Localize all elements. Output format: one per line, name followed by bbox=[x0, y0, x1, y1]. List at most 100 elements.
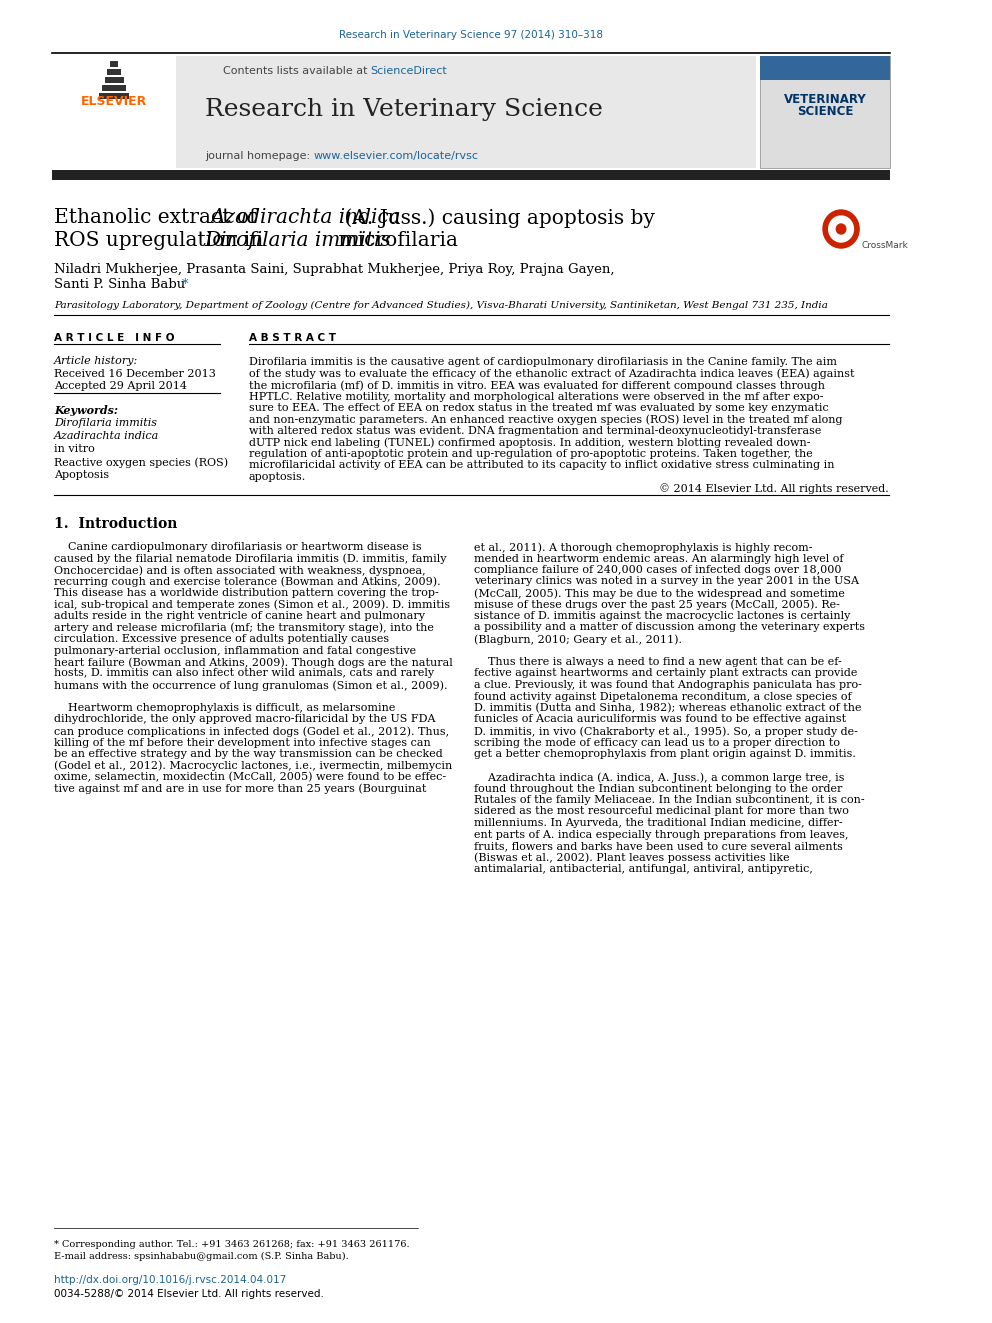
Text: HPTLC. Relative motility, mortality and morphological alterations were observed : HPTLC. Relative motility, mortality and … bbox=[249, 392, 823, 401]
Text: Onchocercidae) and is often associated with weakness, dyspnoea,: Onchocercidae) and is often associated w… bbox=[55, 565, 426, 576]
Text: found throughout the Indian subcontinent belonging to the order: found throughout the Indian subcontinent… bbox=[474, 783, 842, 794]
Text: www.elsevier.com/locate/rvsc: www.elsevier.com/locate/rvsc bbox=[313, 151, 478, 161]
Text: (Biswas et al., 2002). Plant leaves possess activities like: (Biswas et al., 2002). Plant leaves poss… bbox=[474, 852, 790, 863]
Text: microfilaricidal activity of EEA can be attributed to its capacity to inflict ox: microfilaricidal activity of EEA can be … bbox=[249, 460, 834, 471]
Text: 1.  Introduction: 1. Introduction bbox=[55, 517, 178, 531]
Text: found activity against Dipetalonema reconditum, a close species of: found activity against Dipetalonema reco… bbox=[474, 692, 852, 701]
FancyBboxPatch shape bbox=[760, 56, 891, 168]
Text: sidered as the most resourceful medicinal plant for more than two: sidered as the most resourceful medicina… bbox=[474, 807, 849, 816]
Text: funicles of Acacia auriculiformis was found to be effective against: funicles of Acacia auriculiformis was fo… bbox=[474, 714, 846, 725]
Text: sistance of D. immitis against the macrocyclic lactones is certainly: sistance of D. immitis against the macro… bbox=[474, 611, 850, 620]
Text: compliance failure of 240,000 cases of infected dogs over 18,000: compliance failure of 240,000 cases of i… bbox=[474, 565, 842, 576]
Text: ROS upregulation in: ROS upregulation in bbox=[55, 232, 270, 250]
Text: Santi P. Sinha Babu: Santi P. Sinha Babu bbox=[55, 278, 189, 291]
Text: recurring cough and exercise tolerance (Bowman and Atkins, 2009).: recurring cough and exercise tolerance (… bbox=[55, 577, 440, 587]
Text: millenniums. In Ayurveda, the traditional Indian medicine, differ-: millenniums. In Ayurveda, the traditiona… bbox=[474, 818, 843, 828]
Text: in vitro: in vitro bbox=[55, 445, 95, 454]
FancyBboxPatch shape bbox=[53, 169, 891, 180]
FancyBboxPatch shape bbox=[760, 56, 891, 79]
Text: Dirofilaria immitis is the causative agent of cardiopulmonary dirofilariasis in : Dirofilaria immitis is the causative age… bbox=[249, 357, 837, 366]
Text: sure to EEA. The effect of EEA on redox status in the treated mf was evaluated b: sure to EEA. The effect of EEA on redox … bbox=[249, 404, 828, 413]
Text: with altered redox status was evident. DNA fragmentation and terminal-deoxynucle: with altered redox status was evident. D… bbox=[249, 426, 821, 437]
Text: tive against mf and are in use for more than 25 years (Bourguinat: tive against mf and are in use for more … bbox=[55, 783, 427, 794]
Text: scribing the mode of efficacy can lead us to a proper direction to: scribing the mode of efficacy can lead u… bbox=[474, 737, 840, 747]
Text: Article history:: Article history: bbox=[55, 356, 139, 366]
Text: pulmonary-arterial occlusion, inflammation and fatal congestive: pulmonary-arterial occlusion, inflammati… bbox=[55, 646, 417, 655]
Text: D. immitis (Dutta and Sinha, 1982); whereas ethanolic extract of the: D. immitis (Dutta and Sinha, 1982); wher… bbox=[474, 703, 862, 713]
Text: A R T I C L E   I N F O: A R T I C L E I N F O bbox=[55, 333, 175, 343]
Text: heart failure (Bowman and Atkins, 2009). Though dogs are the natural: heart failure (Bowman and Atkins, 2009).… bbox=[55, 658, 453, 668]
Text: Azadirachta indica: Azadirachta indica bbox=[211, 208, 402, 228]
Circle shape bbox=[828, 216, 853, 242]
Text: Reactive oxygen species (ROS): Reactive oxygen species (ROS) bbox=[55, 456, 228, 467]
Text: artery and release microfilaria (mf; the transmitory stage), into the: artery and release microfilaria (mf; the… bbox=[55, 623, 434, 634]
Text: Rutales of the family Meliaceae. In the Indian subcontinent, it is con-: Rutales of the family Meliaceae. In the … bbox=[474, 795, 865, 804]
FancyBboxPatch shape bbox=[110, 61, 118, 67]
Text: Ethanolic extract of: Ethanolic extract of bbox=[55, 208, 263, 228]
Text: veterinary clinics was noted in a survey in the year 2001 in the USA: veterinary clinics was noted in a survey… bbox=[474, 577, 859, 586]
Text: microfilaria: microfilaria bbox=[331, 232, 457, 250]
Text: ELSEVIER: ELSEVIER bbox=[81, 95, 147, 108]
Text: humans with the occurrence of lung granulomas (Simon et al., 2009).: humans with the occurrence of lung granu… bbox=[55, 680, 447, 691]
Text: http://dx.doi.org/10.1016/j.rvsc.2014.04.017: http://dx.doi.org/10.1016/j.rvsc.2014.04… bbox=[55, 1275, 287, 1285]
Text: (Godel et al., 2012). Macrocyclic lactones, i.e., ivermectin, milbemycin: (Godel et al., 2012). Macrocyclic lacton… bbox=[55, 761, 452, 771]
Text: dihydrochloride, the only approved macro-filaricidal by the US FDA: dihydrochloride, the only approved macro… bbox=[55, 714, 435, 725]
Text: regulation of anti-apoptotic protein and up-regulation of pro-apoptotic proteins: regulation of anti-apoptotic protein and… bbox=[249, 448, 812, 459]
Text: caused by the filarial nematode Dirofilaria immitis (D. immitis, family: caused by the filarial nematode Dirofila… bbox=[55, 553, 446, 564]
FancyBboxPatch shape bbox=[53, 56, 756, 168]
FancyBboxPatch shape bbox=[107, 69, 121, 75]
Text: hosts, D. immitis can also infect other wild animals, cats and rarely: hosts, D. immitis can also infect other … bbox=[55, 668, 434, 679]
Text: Azadirachta indica: Azadirachta indica bbox=[55, 431, 160, 441]
Text: © 2014 Elsevier Ltd. All rights reserved.: © 2014 Elsevier Ltd. All rights reserved… bbox=[659, 483, 889, 495]
Text: a clue. Previously, it was found that Andographis paniculata has pro-: a clue. Previously, it was found that An… bbox=[474, 680, 862, 691]
Text: a possibility and a matter of discussion among the veterinary experts: a possibility and a matter of discussion… bbox=[474, 623, 865, 632]
Text: mended in heartworm endemic areas. An alarmingly high level of: mended in heartworm endemic areas. An al… bbox=[474, 553, 844, 564]
Text: Research in Veterinary Science 97 (2014) 310–318: Research in Veterinary Science 97 (2014)… bbox=[339, 30, 603, 40]
Text: E-mail address: spsinhababu@gmail.com (S.P. Sinha Babu).: E-mail address: spsinhababu@gmail.com (S… bbox=[55, 1252, 349, 1261]
Text: be an effective strategy and by the way transmission can be checked: be an effective strategy and by the way … bbox=[55, 749, 442, 759]
Text: Thus there is always a need to find a new agent that can be ef-: Thus there is always a need to find a ne… bbox=[474, 658, 842, 667]
Text: apoptosis.: apoptosis. bbox=[249, 472, 307, 482]
Text: VETERINARY: VETERINARY bbox=[784, 93, 866, 106]
Text: et al., 2011). A thorough chemoprophylaxis is highly recom-: et al., 2011). A thorough chemoprophylax… bbox=[474, 542, 812, 553]
Text: get a better chemoprophylaxis from plant origin against D. immitis.: get a better chemoprophylaxis from plant… bbox=[474, 749, 856, 759]
Text: Keywords:: Keywords: bbox=[55, 405, 118, 415]
Text: dUTP nick end labeling (TUNEL) confirmed apoptosis. In addition, western blottin: dUTP nick end labeling (TUNEL) confirmed… bbox=[249, 438, 810, 448]
Text: (A. Juss.) causing apoptosis by: (A. Juss.) causing apoptosis by bbox=[338, 208, 655, 228]
Text: ScienceDirect: ScienceDirect bbox=[371, 66, 447, 75]
Text: SCIENCE: SCIENCE bbox=[797, 105, 853, 118]
Text: Accepted 29 April 2014: Accepted 29 April 2014 bbox=[55, 381, 187, 392]
Text: Canine cardiopulmonary dirofilariasis or heartworm disease is: Canine cardiopulmonary dirofilariasis or… bbox=[55, 542, 422, 552]
Text: oxime, selamectin, moxidectin (McCall, 2005) were found to be effec-: oxime, selamectin, moxidectin (McCall, 2… bbox=[55, 773, 446, 782]
Text: Apoptosis: Apoptosis bbox=[55, 470, 109, 480]
Text: Azadirachta indica (A. indica, A. Juss.), a common large tree, is: Azadirachta indica (A. indica, A. Juss.)… bbox=[474, 773, 845, 783]
FancyBboxPatch shape bbox=[53, 56, 176, 168]
FancyBboxPatch shape bbox=[99, 93, 129, 99]
Text: ent parts of A. indica especially through preparations from leaves,: ent parts of A. indica especially throug… bbox=[474, 830, 849, 840]
Text: of the study was to evaluate the efficacy of the ethanolic extract of Azadiracht: of the study was to evaluate the efficac… bbox=[249, 369, 854, 380]
Text: CrossMark: CrossMark bbox=[861, 241, 908, 250]
FancyBboxPatch shape bbox=[102, 85, 126, 91]
Text: Niladri Mukherjee, Prasanta Saini, Suprabhat Mukherjee, Priya Roy, Prajna Gayen,: Niladri Mukherjee, Prasanta Saini, Supra… bbox=[55, 263, 615, 277]
Text: 0034-5288/© 2014 Elsevier Ltd. All rights reserved.: 0034-5288/© 2014 Elsevier Ltd. All right… bbox=[55, 1289, 324, 1299]
Text: Research in Veterinary Science: Research in Veterinary Science bbox=[205, 98, 603, 120]
Text: can produce complications in infected dogs (Godel et al., 2012). Thus,: can produce complications in infected do… bbox=[55, 726, 449, 737]
Text: Contents lists available at: Contents lists available at bbox=[222, 66, 371, 75]
Circle shape bbox=[823, 210, 859, 247]
Text: killing of the mf before their development into infective stages can: killing of the mf before their developme… bbox=[55, 737, 431, 747]
Text: fruits, flowers and barks have been used to cure several ailments: fruits, flowers and barks have been used… bbox=[474, 841, 843, 851]
Text: ical, sub-tropical and temperate zones (Simon et al., 2009). D. immitis: ical, sub-tropical and temperate zones (… bbox=[55, 599, 450, 610]
Text: and non-enzymatic parameters. An enhanced reactive oxygen species (ROS) level in: and non-enzymatic parameters. An enhance… bbox=[249, 414, 842, 425]
Text: adults reside in the right ventricle of canine heart and pulmonary: adults reside in the right ventricle of … bbox=[55, 611, 426, 620]
Text: fective against heartworms and certainly plant extracts can provide: fective against heartworms and certainly… bbox=[474, 668, 858, 679]
Text: Heartworm chemoprophylaxis is difficult, as melarsomine: Heartworm chemoprophylaxis is difficult,… bbox=[55, 703, 396, 713]
Circle shape bbox=[836, 224, 846, 234]
Text: (McCall, 2005). This may be due to the widespread and sometime: (McCall, 2005). This may be due to the w… bbox=[474, 587, 845, 598]
Text: antimalarial, antibacterial, antifungal, antiviral, antipyretic,: antimalarial, antibacterial, antifungal,… bbox=[474, 864, 813, 875]
Text: Parasitology Laboratory, Department of Zoology (Centre for Advanced Studies), Vi: Parasitology Laboratory, Department of Z… bbox=[55, 302, 828, 310]
Text: misuse of these drugs over the past 25 years (McCall, 2005). Re-: misuse of these drugs over the past 25 y… bbox=[474, 599, 840, 610]
Text: D. immitis, in vivo (Chakraborty et al., 1995). So, a proper study de-: D. immitis, in vivo (Chakraborty et al.,… bbox=[474, 726, 858, 737]
Text: Dirofilaria immitis: Dirofilaria immitis bbox=[204, 232, 391, 250]
Text: Dirofilaria immitis: Dirofilaria immitis bbox=[55, 418, 157, 429]
Text: A B S T R A C T: A B S T R A C T bbox=[249, 333, 336, 343]
